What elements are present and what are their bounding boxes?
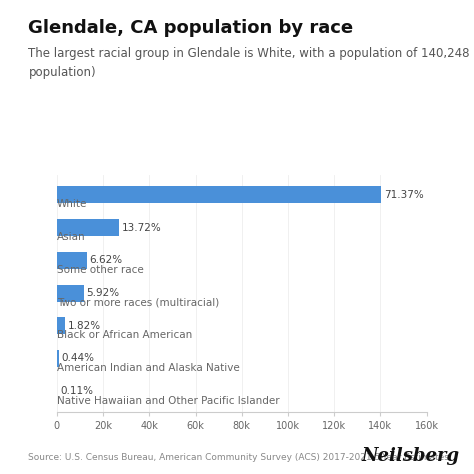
Bar [57, 252, 87, 269]
Text: 6.62%: 6.62% [90, 255, 123, 265]
Text: Neilsberg: Neilsberg [362, 447, 460, 465]
Text: 1.82%: 1.82% [68, 321, 101, 331]
Text: Black or African American: Black or African American [57, 330, 192, 340]
Bar [57, 284, 84, 301]
Text: 71.37%: 71.37% [384, 190, 423, 200]
Text: American Indian and Alaska Native: American Indian and Alaska Native [57, 363, 240, 373]
Bar [57, 350, 59, 367]
Text: 13.72%: 13.72% [122, 223, 162, 233]
Bar [57, 186, 381, 203]
Text: 0.11%: 0.11% [60, 386, 93, 396]
Text: Two or more races (multiracial): Two or more races (multiracial) [57, 298, 219, 308]
Text: Asian: Asian [57, 232, 85, 242]
Bar [57, 317, 65, 334]
Text: population): population) [28, 66, 96, 79]
Text: Native Hawaiian and Other Pacific Islander: Native Hawaiian and Other Pacific Island… [57, 395, 280, 406]
Text: White: White [57, 200, 87, 210]
Text: Glendale, CA population by race: Glendale, CA population by race [28, 19, 354, 37]
Text: 0.44%: 0.44% [62, 354, 95, 364]
Text: The largest racial group in Glendale is White, with a population of 140,248 (71.: The largest racial group in Glendale is … [28, 47, 474, 60]
Text: 5.92%: 5.92% [87, 288, 119, 298]
Bar [57, 219, 119, 236]
Text: Source: U.S. Census Bureau, American Community Survey (ACS) 2017-2021 5-Year Est: Source: U.S. Census Bureau, American Com… [28, 453, 449, 462]
Text: Some other race: Some other race [57, 265, 144, 275]
